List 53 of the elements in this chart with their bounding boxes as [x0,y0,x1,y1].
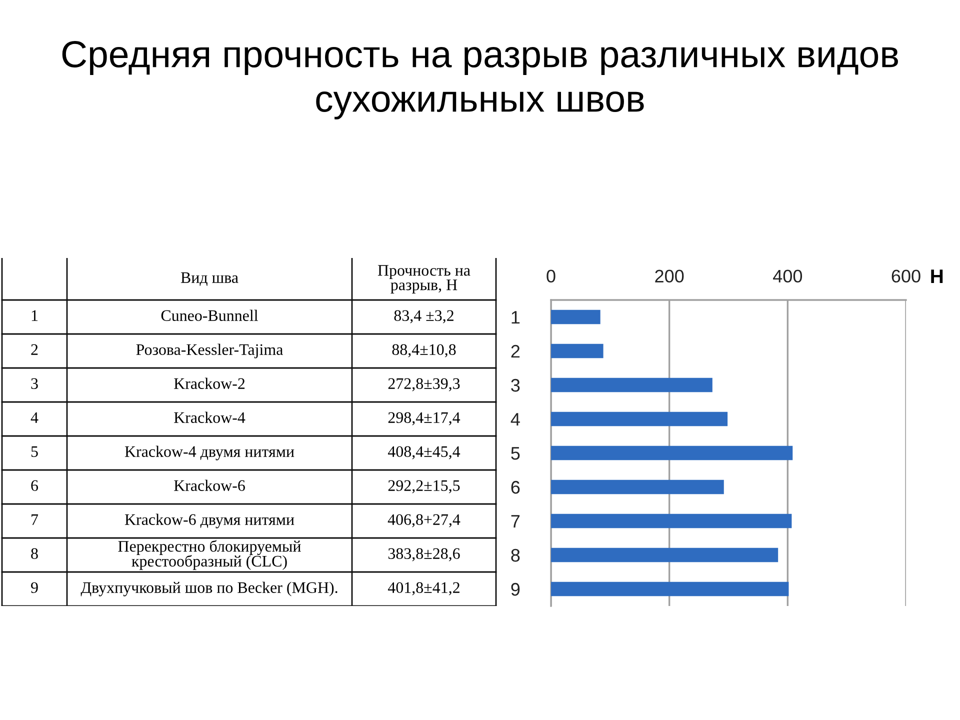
y-tick-label: 6 [511,480,520,494]
data-label: 383,8±28,6 [388,548,460,562]
text: Перекрестно блокируемый крестообразный (CLC) [118,540,301,570]
chart-title: Средняя прочность на разрыв различных видов сухожильных швов [62,40,898,120]
data-label: 83,4 ±3,2 [394,310,454,324]
category-label: 6 [31,480,38,491]
category-label: 8 [31,548,38,559]
y-tick-label: 9 [511,582,520,596]
category-label: 2 [31,344,38,355]
y-tick-label: 4 [510,413,520,426]
bar [551,548,778,562]
text: Прочность на разрыв, Н [378,265,470,294]
text: Krackow-6 [174,480,245,491]
x-tick-label: 0 [546,270,556,283]
category-label: 3 [31,378,38,389]
bar [551,582,789,596]
category-label: 4 [30,412,38,423]
data-label: 292,2±15,5 [388,480,460,494]
x-tick-label: 400 [773,270,802,283]
bar [551,480,724,494]
y-tick-label: 5 [511,447,520,460]
bar [551,344,604,358]
category-label: 9 [31,582,38,593]
text: Cuneo-Bunnell [161,310,258,321]
y-tick-label: 2 [511,344,520,358]
y-tick-label: 3 [511,378,520,392]
category-label: 7 [32,514,38,525]
text: Krackow-4 двумя нитями [124,446,294,460]
category-label: 5 [31,446,38,457]
x-tick-label: 600 [892,270,920,283]
y-tick-label: 7 [511,515,520,528]
text: Розова-Kessler-Tajima [136,344,283,358]
data-label: 88,4±10,8 [392,344,456,358]
text: Krackow-2 [174,378,245,389]
bar [551,378,712,392]
data-label: 408,4±45,4 [388,446,460,460]
data-label: 272,8±39,3 [388,378,460,392]
y-tick-label: 1 [512,311,520,324]
y-tick-label: 8 [511,548,520,562]
x-axis-title: Н [931,270,943,283]
text: Krackow-4 [174,412,246,423]
text: Krackow-6 двумя нитями [124,514,294,528]
bar [551,514,792,528]
text: Двухпучковый шов по Becker (MGH). [80,582,338,596]
category-label: 1 [32,310,38,321]
bar [551,310,600,324]
x-tick-label: 200 [655,270,684,283]
text: Вид шва [180,272,238,286]
data-label: 406,8+27,4 [388,514,460,528]
data-label: 401,8±41,2 [388,582,460,596]
bar [551,446,793,460]
bar [551,412,728,426]
data-label: 298,4±17,4 [388,412,460,426]
